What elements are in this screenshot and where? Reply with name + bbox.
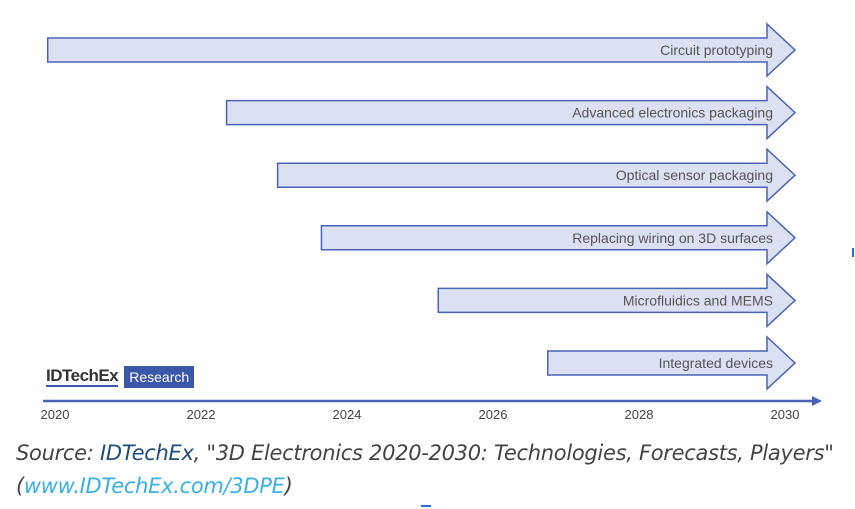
paren-open: ( — [16, 474, 24, 498]
arrow-label: Circuit prototyping — [660, 42, 773, 58]
source-link[interactable]: www.IDTechEx.com/3DPE — [23, 474, 285, 498]
x-tick-label: 2020 — [41, 407, 70, 422]
paren-close: ) — [284, 474, 293, 498]
timeline-arrow — [320, 210, 797, 266]
x-tick-label: 2028 — [625, 407, 654, 422]
timeline-arrow — [46, 22, 797, 78]
edge-mark — [852, 248, 854, 257]
x-tick-label: 2030 — [771, 407, 800, 422]
arrow-label: Microfluidics and MEMS — [623, 292, 773, 308]
timeline-arrow — [225, 84, 797, 141]
source-brand: IDTechEx — [99, 441, 194, 465]
timeline-arrow — [276, 147, 797, 203]
arrow-label: Replacing wiring on 3D surfaces — [572, 230, 773, 246]
arrow-label: Integrated devices — [659, 355, 773, 371]
logo-badge: Research — [124, 366, 195, 388]
timeline-arrow — [547, 335, 797, 391]
arrow-label: Optical sensor packaging — [616, 167, 773, 183]
idtechex-logo: IDTechEx Research — [46, 366, 195, 388]
arrow-label: Advanced electronics packaging — [572, 105, 773, 121]
x-tick-label: 2026 — [479, 407, 508, 422]
source-prefix: Source: — [16, 441, 100, 465]
x-tick-label: 2024 — [333, 407, 362, 422]
roadmap-chart: 2020 2022 2024 2026 2028 2030 Circuit prototyp… — [41, 22, 822, 422]
x-tick-label: 2022 — [187, 407, 216, 422]
edge-mark — [421, 505, 431, 507]
timeline-arrow — [437, 272, 797, 329]
logo-name: IDTechEx — [46, 366, 119, 387]
source-caption: Source: IDTechEx, "3D Electronics 2020-2… — [16, 437, 834, 503]
source-title: , "3D Electronics 2020-2030: Technologie… — [193, 441, 834, 465]
x-axis-arrowhead — [812, 396, 822, 406]
